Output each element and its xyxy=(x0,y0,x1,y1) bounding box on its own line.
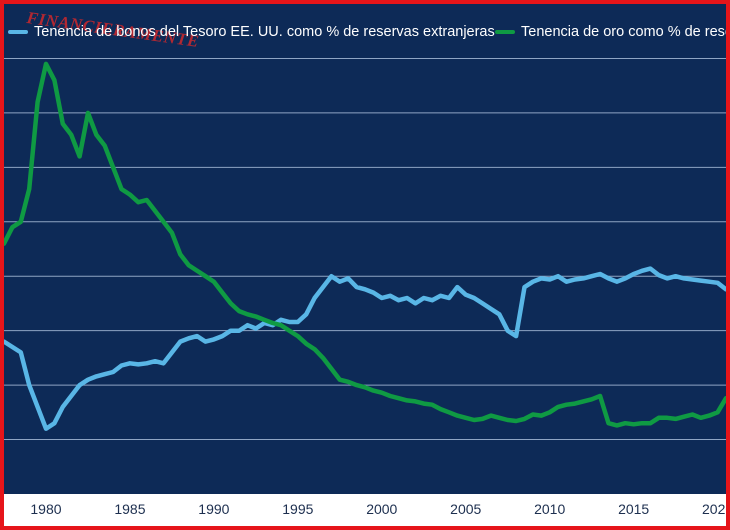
series-line-gold xyxy=(4,61,726,428)
x-tick-label: 2015 xyxy=(618,501,650,517)
series-lines xyxy=(4,61,726,431)
line-chart xyxy=(4,57,726,441)
x-tick-label: 1995 xyxy=(282,501,314,517)
chart-frame: FINANCIERAMENTE Tenencia de bonos del Te… xyxy=(4,4,726,526)
x-tick-label: 2005 xyxy=(450,501,482,517)
x-tick-label: 2020 xyxy=(702,501,726,517)
legend-swatch-bonds xyxy=(8,30,28,34)
legend-label-bonds: Tenencia de bonos del Tesoro EE. UU. com… xyxy=(34,24,495,40)
legend-swatch-gold xyxy=(495,30,515,34)
x-tick-label: 1985 xyxy=(114,501,146,517)
plot-area: FINANCIERAMENTE Tenencia de bonos del Te… xyxy=(4,4,726,494)
x-tick-label: 1990 xyxy=(198,501,230,517)
legend-item-gold: Tenencia de oro como % de reservas extra… xyxy=(495,24,726,40)
series-line-bonds xyxy=(4,266,726,431)
grid-lines xyxy=(4,57,726,441)
x-tick-label: 2000 xyxy=(366,501,398,517)
x-tick-label: 1980 xyxy=(30,501,62,517)
legend: Tenencia de bonos del Tesoro EE. UU. com… xyxy=(4,24,726,44)
legend-label-gold: Tenencia de oro como % de reservas extra… xyxy=(521,24,726,40)
x-tick-label: 2010 xyxy=(534,501,566,517)
legend-item-bonds: Tenencia de bonos del Tesoro EE. UU. com… xyxy=(8,24,495,40)
